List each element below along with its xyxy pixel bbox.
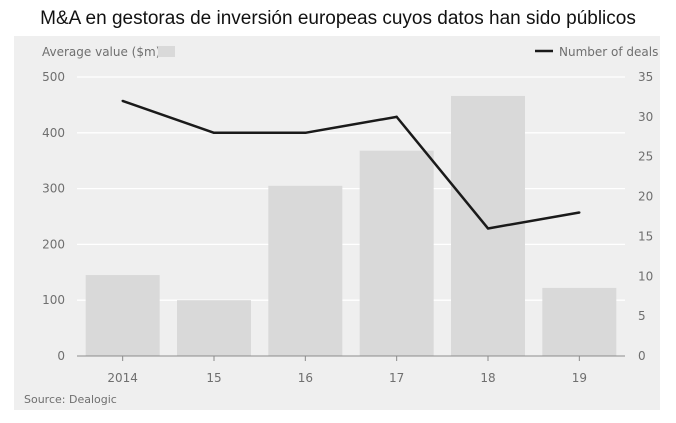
y-left-tick-label: 200 — [42, 237, 65, 251]
y-right-tick-label: 20 — [638, 190, 653, 204]
x-tick-label: 17 — [389, 371, 404, 385]
bar — [359, 150, 434, 356]
deals-point — [486, 227, 490, 230]
y-left-tick-label: 300 — [42, 182, 65, 196]
bar — [542, 287, 617, 356]
legend-left: Average value ($m) — [42, 45, 175, 59]
deals-point — [121, 99, 124, 103]
y-right-tick-label: 30 — [638, 110, 653, 124]
y-right-tick-label: 5 — [638, 309, 646, 323]
legend-right-label: Number of deals — [559, 45, 658, 59]
bar — [451, 95, 525, 357]
source-note: Source: Dealogic — [24, 393, 117, 406]
y-right-tick-label: 0 — [638, 349, 646, 363]
y-right-tick-label: 15 — [638, 229, 653, 243]
deals-point — [304, 131, 307, 134]
y-left-tick-label: 400 — [42, 126, 65, 140]
y-left-tick-label: 100 — [42, 293, 65, 307]
x-tick-label: 2014 — [107, 371, 138, 385]
chart-title: M&A en gestoras de inversión europeas cu… — [40, 8, 636, 29]
y-left-tick-label: 500 — [42, 70, 65, 84]
legend-right: Number of deals — [535, 45, 658, 59]
bar — [177, 300, 251, 356]
x-tick-label: 16 — [298, 371, 313, 385]
bar — [85, 275, 160, 356]
y-right-tick-label: 35 — [638, 70, 653, 84]
deals-point — [212, 131, 216, 134]
line-layer — [121, 99, 581, 230]
deals-line — [122, 99, 580, 230]
deals-point — [578, 211, 581, 214]
x-tick-label: 18 — [480, 371, 495, 385]
x-tick-label: 15 — [206, 371, 221, 385]
bar — [268, 185, 343, 356]
y-right-tick-label: 25 — [638, 150, 653, 164]
deals-point — [395, 115, 398, 119]
legend-left-label: Average value ($m) — [42, 45, 160, 59]
bar-layer — [85, 95, 617, 357]
y-left-tick-label: 0 — [57, 349, 65, 363]
axis-layer: 0 100 200 300 400 500 0 5 10 15 20 25 30 35 2014 15 16 17… — [42, 70, 653, 385]
x-tick-label: 19 — [572, 371, 587, 385]
y-right-tick-label: 10 — [638, 269, 653, 283]
legend-bar-swatch — [158, 46, 175, 57]
